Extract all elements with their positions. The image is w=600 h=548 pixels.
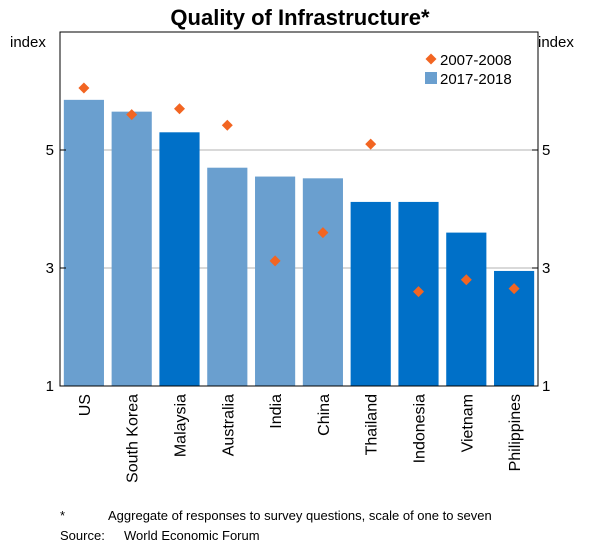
marker-malaysia: [174, 103, 185, 115]
tick-label-left: 5: [46, 142, 54, 159]
marker-series: [78, 82, 520, 298]
legend-label-2017-2018: 2017-2018: [440, 71, 512, 88]
category-label: South Korea: [125, 394, 142, 483]
source-text: World Economic Forum: [124, 528, 260, 543]
y-ticks: 1 1 3 3 5 5: [46, 142, 551, 395]
bar-australia: [207, 167, 248, 386]
footnote-note: * Aggregate of responses to survey questi…: [60, 508, 492, 523]
marker-philippines: [508, 283, 520, 295]
tick-label-right: 5: [542, 142, 550, 159]
marker-south-korea: [126, 109, 138, 121]
category-labels: US South Korea Malaysia Australia India China…: [77, 394, 524, 483]
tick-label-left: 1: [46, 378, 54, 395]
footnote-source: Source: World Economic Forum: [60, 528, 260, 543]
bar-india: [255, 176, 296, 386]
category-label: Philippines: [507, 394, 524, 471]
marker-us: [78, 82, 90, 94]
legend-label-2007-2008: 2007-2008: [440, 52, 512, 69]
right-axis-label: index: [538, 34, 574, 51]
marker-vietnam: [460, 274, 472, 286]
marker-china: [317, 227, 329, 239]
tick-label-left: 3: [46, 260, 54, 277]
bar-vietnam: [446, 232, 487, 386]
marker-thailand: [365, 138, 377, 150]
bar-thailand: [350, 201, 391, 386]
tick-label-right: 1: [542, 378, 550, 395]
marker-india: [269, 255, 281, 267]
tick-label-right: 3: [542, 260, 550, 277]
category-label: India: [268, 394, 285, 429]
marker-indonesia: [413, 286, 424, 298]
left-axis-label: index: [10, 34, 46, 51]
category-label: Indonesia: [412, 394, 429, 463]
legend: 2007-2008 2017-2018: [425, 52, 512, 88]
category-label: US: [77, 394, 94, 416]
chart: Quality of Infrastructure* index index 1…: [10, 5, 574, 483]
footnote-text: Aggregate of responses to survey questio…: [108, 508, 492, 523]
bar-series: [63, 99, 535, 387]
marker-australia: [221, 119, 233, 131]
bar-china: [302, 178, 343, 386]
chart-title: Quality of Infrastructure*: [170, 5, 430, 30]
legend-marker-2007-2008: [425, 53, 437, 65]
plot-frame: [59, 31, 539, 387]
legend-swatch-2017-2018: [425, 72, 437, 84]
category-label: Vietnam: [459, 394, 476, 452]
footnote-marker: *: [60, 508, 66, 523]
bar-malaysia: [159, 132, 200, 386]
source-label: Source:: [60, 528, 105, 543]
category-label: Australia: [220, 394, 237, 456]
category-label: China: [316, 394, 333, 436]
bar-south-korea: [111, 111, 152, 387]
category-label: Malaysia: [173, 394, 190, 457]
bar-us: [63, 99, 104, 386]
category-label: Thailand: [364, 394, 381, 455]
